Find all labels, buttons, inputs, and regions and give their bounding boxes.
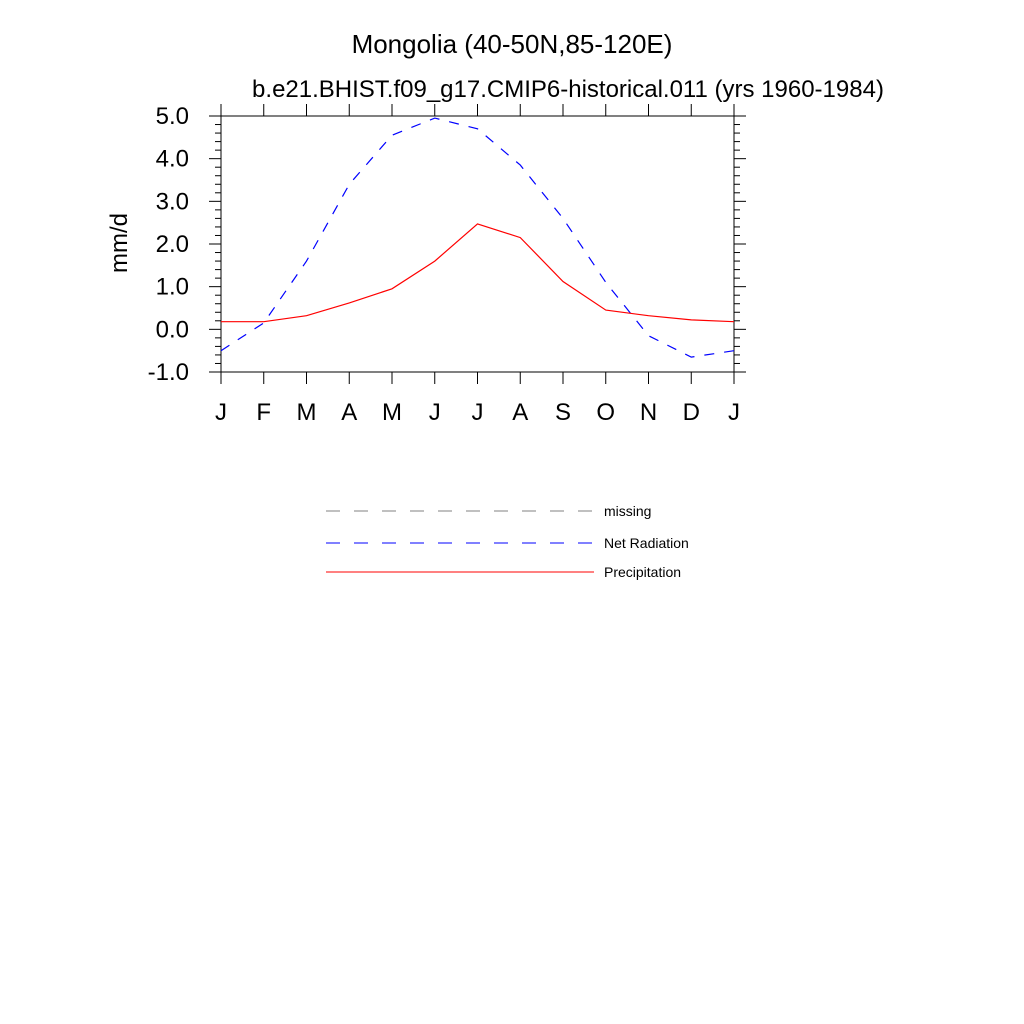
- x-tick-label: J: [728, 399, 740, 426]
- legend-label: Net Radiation: [604, 535, 689, 551]
- x-tick-label: J: [215, 399, 227, 426]
- legend-label: missing: [604, 503, 651, 519]
- x-tick-label: D: [683, 399, 700, 426]
- axis-ticks: [209, 104, 746, 384]
- y-tick-label: 3.0: [156, 188, 189, 215]
- x-tick-label: M: [382, 399, 402, 426]
- y-tick-label: 0.0: [156, 316, 189, 343]
- y-axis-label: mm/d: [106, 213, 133, 273]
- x-tick-label: N: [640, 399, 657, 426]
- x-tick-label: A: [512, 399, 528, 426]
- x-tick-label: M: [297, 399, 317, 426]
- x-tick-label: S: [555, 399, 571, 426]
- chart-subtitle: b.e21.BHIST.f09_g17.CMIP6-historical.011…: [252, 76, 884, 103]
- y-tick-labels: -1.0 0.0 1.0 2.0 3.0 4.0 5.0: [148, 103, 189, 386]
- x-tick-label: J: [429, 399, 441, 426]
- legend: missing Net Radiation Precipitation: [326, 503, 689, 580]
- chart-title: Mongolia (40-50N,85-120E): [352, 29, 673, 59]
- legend-label: Precipitation: [604, 564, 681, 580]
- plot-frame: [220, 115, 735, 373]
- x-tick-label: J: [472, 399, 484, 426]
- y-tick-label: 4.0: [156, 146, 189, 173]
- series-line-precipitation: [221, 223, 735, 323]
- y-tick-label: 5.0: [156, 103, 189, 130]
- x-tick-label: A: [341, 399, 357, 426]
- series-line-net-radiation: [220, 117, 735, 358]
- x-tick-label: F: [256, 399, 271, 426]
- series-lines: [220, 117, 735, 358]
- y-tick-label: 1.0: [156, 274, 189, 301]
- x-tick-label: O: [596, 399, 615, 426]
- y-tick-label: 2.0: [156, 231, 189, 258]
- y-tick-label: -1.0: [148, 359, 189, 386]
